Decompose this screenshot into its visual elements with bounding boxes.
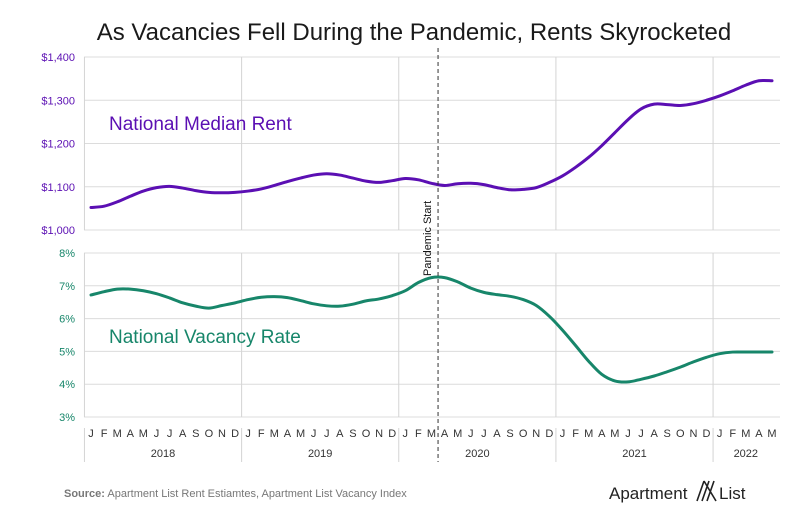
x-tick-label: J	[481, 428, 487, 440]
x-tick-label: F	[415, 428, 422, 440]
x-tick-label: S	[349, 428, 356, 440]
x-tick-label: D	[231, 428, 239, 440]
x-tick-label: D	[545, 428, 553, 440]
year-label: 2018	[151, 448, 175, 460]
brand-mark-icon	[696, 480, 717, 502]
x-tick-label: J	[468, 428, 474, 440]
rent-series-line	[89, 78, 774, 210]
x-tick-label: J	[245, 428, 251, 440]
y-tick-label: 7%	[59, 281, 75, 293]
x-tick-label: A	[284, 428, 292, 440]
x-tick-label: N	[689, 428, 697, 440]
source-bold: Source:	[64, 488, 105, 500]
y-tick-label: $1,200	[41, 139, 75, 151]
x-tick-label: J	[625, 428, 631, 440]
source-text: Apartment List Rent Estiamtes, Apartment…	[105, 488, 407, 500]
x-tick-label: J	[560, 428, 566, 440]
x-tick-label: F	[729, 428, 736, 440]
x-tick-label: D	[703, 428, 711, 440]
x-tick-label: M	[610, 428, 619, 440]
source-note: Source: Apartment List Rent Estiamtes, A…	[64, 488, 407, 500]
x-tick-label: M	[139, 428, 148, 440]
pandemic-start-label: Pandemic Start	[422, 201, 434, 276]
x-tick-label: A	[441, 428, 449, 440]
x-tick-label: N	[532, 428, 540, 440]
x-tick-label: A	[179, 428, 187, 440]
x-tick-label: M	[113, 428, 122, 440]
x-tick-label: A	[755, 428, 763, 440]
x-tick-label: M	[453, 428, 462, 440]
y-tick-label: $1,300	[41, 95, 75, 107]
x-tick-label: S	[506, 428, 513, 440]
x-tick-label: J	[311, 428, 317, 440]
x-tick-label: M	[427, 428, 436, 440]
x-tick-label: O	[676, 428, 685, 440]
x-tick-label: A	[650, 428, 658, 440]
x-tick-label: D	[388, 428, 396, 440]
x-tick-label: J	[324, 428, 330, 440]
y-tick-label: 5%	[59, 346, 75, 358]
x-tick-label: S	[192, 428, 199, 440]
vacancy-series-line	[89, 275, 774, 384]
vacancy-series-label: National Vacancy Rate	[109, 327, 301, 348]
x-tick-label: M	[270, 428, 279, 440]
y-tick-label: 6%	[59, 314, 75, 326]
x-tick-label: A	[493, 428, 501, 440]
axis-layer: $1,000 $1,100 $1,200 $1,300 $1,400 3% 4% 5% 6% 7%…	[41, 52, 776, 460]
year-label: 2021	[622, 448, 646, 460]
x-tick-label: O	[205, 428, 214, 440]
x-tick-label: N	[218, 428, 226, 440]
x-tick-label: A	[598, 428, 606, 440]
x-tick-label: J	[167, 428, 173, 440]
x-tick-label: J	[154, 428, 160, 440]
x-tick-label: J	[717, 428, 723, 440]
x-tick-label: M	[584, 428, 593, 440]
x-tick-label: M	[767, 428, 776, 440]
brand-name-right: List	[719, 484, 746, 503]
year-label: 2022	[734, 448, 758, 460]
year-label: 2019	[308, 448, 332, 460]
y-tick-label: 3%	[59, 412, 75, 424]
x-tick-label: O	[362, 428, 371, 440]
x-tick-label: J	[638, 428, 644, 440]
x-tick-label: J	[88, 428, 94, 440]
x-tick-label: S	[664, 428, 671, 440]
x-tick-label: F	[572, 428, 579, 440]
brand-name-left: Apartment	[609, 484, 688, 503]
y-tick-label: $1,100	[41, 182, 75, 194]
grid-layer	[83, 56, 780, 462]
y-tick-label: 8%	[59, 248, 75, 260]
rent-series-label: National Median Rent	[109, 114, 292, 135]
y-tick-label: $1,400	[41, 52, 75, 64]
x-tick-label: O	[519, 428, 528, 440]
year-label: 2020	[465, 448, 489, 460]
x-tick-label: N	[375, 428, 383, 440]
x-tick-label: A	[127, 428, 135, 440]
brand-logo: Apartment List	[609, 480, 746, 503]
x-tick-label: F	[101, 428, 108, 440]
y-tick-label: 4%	[59, 379, 75, 391]
x-tick-label: A	[336, 428, 344, 440]
chart-title: As Vacancies Fell During the Pandemic, R…	[97, 19, 732, 46]
x-tick-label: M	[296, 428, 305, 440]
x-tick-label: F	[258, 428, 265, 440]
x-tick-label: M	[741, 428, 750, 440]
x-tick-label: J	[403, 428, 409, 440]
y-tick-label: $1,000	[41, 225, 75, 237]
